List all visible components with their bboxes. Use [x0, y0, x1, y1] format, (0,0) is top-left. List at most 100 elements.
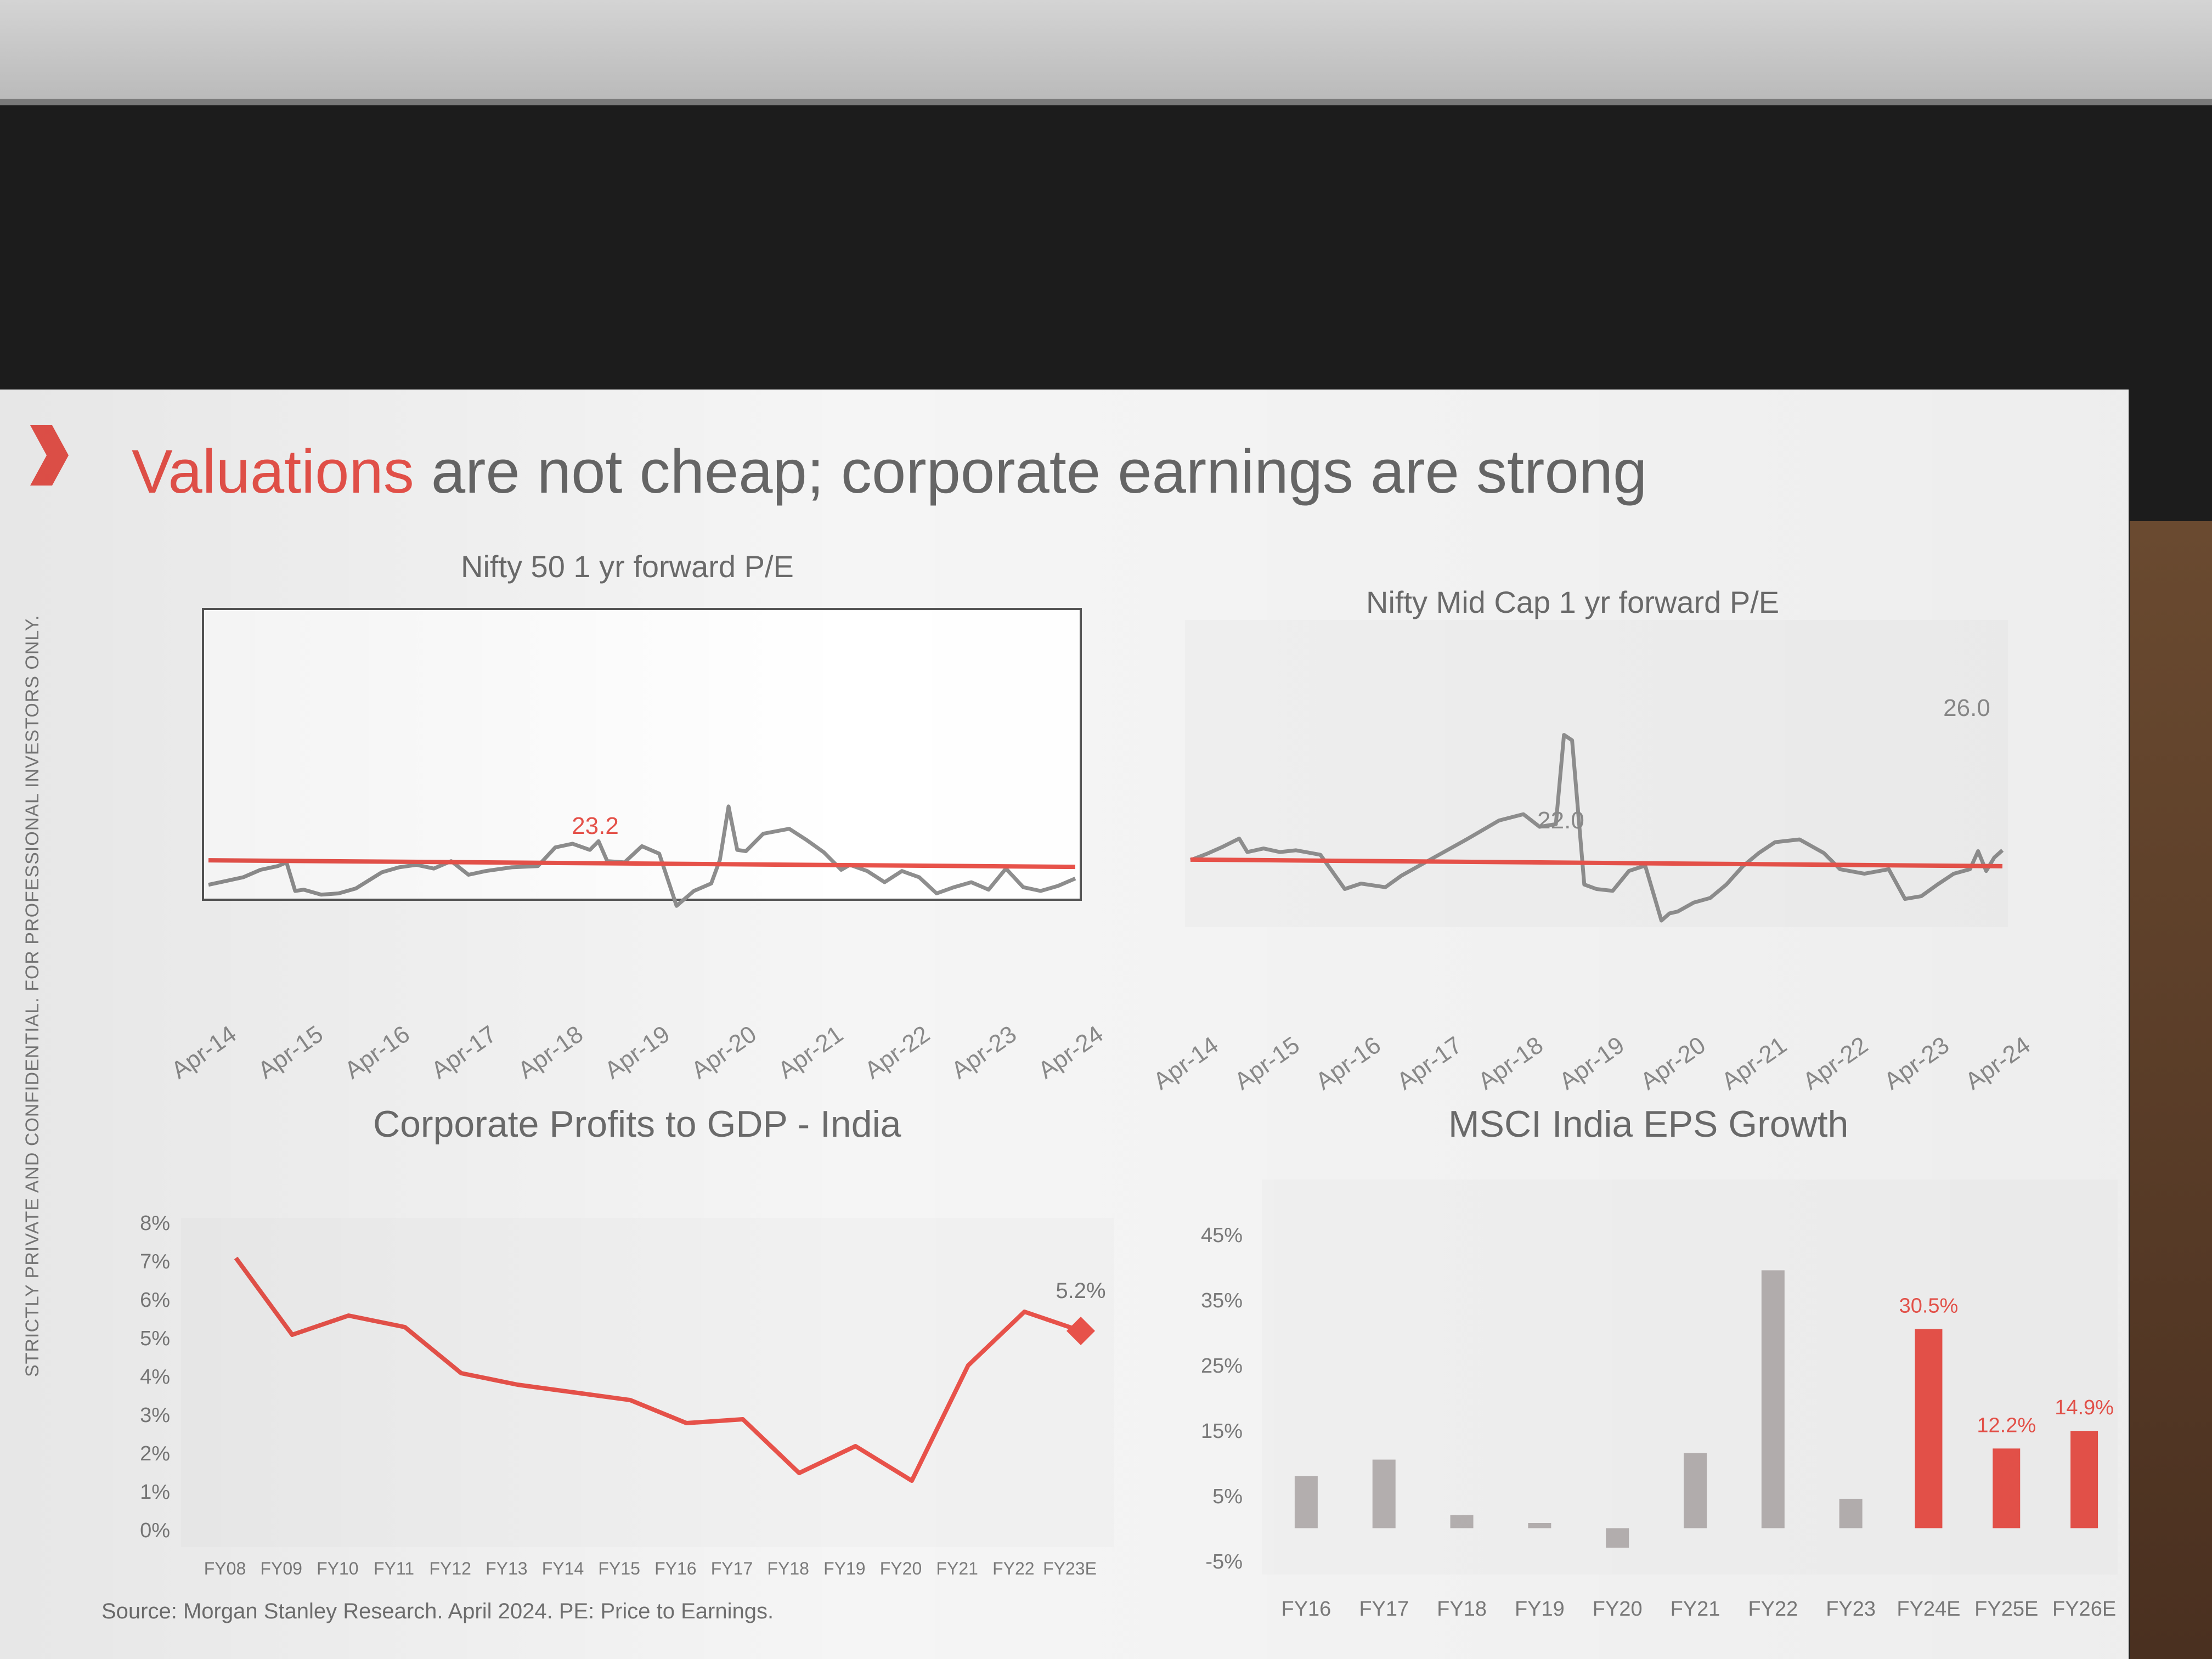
slide-title-accent: Valuations — [132, 437, 414, 506]
x-tick-label: FY22 — [1748, 1598, 1798, 1621]
x-tick-label: FY20 — [880, 1559, 922, 1578]
y-tick-label: 5% — [140, 1327, 170, 1350]
bar — [1993, 1448, 2021, 1528]
x-tick-label: FY20 — [1593, 1598, 1643, 1621]
bar — [1450, 1515, 1474, 1528]
x-tick-label: FY10 — [317, 1559, 358, 1578]
x-tick-label: Apr-17 — [1392, 1031, 1467, 1095]
chart-corporate-profits-gdp: 0% 1% 2% 3% 4% 5% 6% 7% 8% FY08 FY09 FY10 FY11 FY12 FY… — [140, 1212, 1114, 1578]
x-tick-label: FY24E — [1897, 1598, 1960, 1621]
y-tick-label: 1% — [140, 1481, 170, 1504]
x-tick-label: Apr-16 — [340, 1020, 415, 1084]
y-tick-label: 6% — [140, 1289, 170, 1312]
source-note: Source: Morgan Stanley Research. April 2… — [101, 1599, 774, 1623]
last-point-marker — [1066, 1317, 1095, 1345]
x-tick-label: FY21 — [1671, 1598, 1720, 1621]
x-tick-label: FY23E — [1043, 1559, 1097, 1578]
profits-series-line — [234, 1256, 1082, 1483]
x-tick-label: FY14 — [542, 1559, 584, 1578]
x-tick-label: Apr-21 — [774, 1020, 848, 1084]
data-label: 12.2% — [1977, 1414, 2036, 1437]
x-tick-label: FY12 — [429, 1559, 471, 1578]
chart-title-midcap: Nifty Mid Cap 1 yr forward P/E — [1366, 585, 1780, 619]
x-tick-label: Apr-15 — [1230, 1031, 1305, 1095]
x-tick-label: FY19 — [1515, 1598, 1565, 1621]
x-tick-label: Apr-24 — [1961, 1031, 2035, 1095]
y-tick-label: 7% — [140, 1250, 170, 1273]
x-tick-label: Apr-16 — [1311, 1031, 1386, 1095]
x-tick-label: Apr-19 — [1555, 1031, 1629, 1095]
x-tick-label: Apr-17 — [427, 1020, 501, 1084]
bar — [1528, 1522, 1551, 1528]
x-tick-label: Apr-23 — [1880, 1031, 1954, 1095]
brand-chevron-icon — [30, 425, 69, 486]
x-tick-label: FY21 — [936, 1559, 978, 1578]
wall-right — [2130, 521, 2212, 1659]
average-line — [208, 858, 1076, 870]
data-label: 14.9% — [2055, 1396, 2114, 1419]
x-tick-label: FY08 — [204, 1559, 246, 1578]
chart-nifty50-pe: Apr-14 Apr-15 Apr-16 Apr-17 Apr-18 Apr-19 Apr-… — [167, 608, 1108, 1084]
x-tick-label: FY18 — [1437, 1598, 1487, 1621]
plot-area — [1185, 620, 2008, 927]
x-tick-label: Apr-18 — [1474, 1031, 1548, 1095]
x-tick-label: FY19 — [823, 1559, 865, 1578]
bar — [1372, 1459, 1396, 1528]
y-tick-label: 45% — [1201, 1224, 1243, 1247]
chart-title-eps-growth: MSCI India EPS Growth — [1448, 1103, 1849, 1145]
slide-title-rest: are not cheap; corporate earnings are st… — [414, 437, 1647, 506]
x-tick-label: Apr-14 — [1149, 1031, 1223, 1095]
bar — [1294, 1476, 1318, 1528]
y-tick-label: 0% — [140, 1519, 170, 1542]
x-tick-label: Apr-18 — [514, 1020, 588, 1084]
chart-title-corporate-profits: Corporate Profits to GDP - India — [373, 1103, 901, 1145]
x-tick-label: FY16 — [1281, 1598, 1331, 1621]
x-tick-label: FY15 — [598, 1559, 640, 1578]
y-tick-label: 2% — [140, 1442, 170, 1465]
y-tick-label: 35% — [1201, 1289, 1243, 1312]
data-label: 30.5% — [1899, 1295, 1959, 1318]
bar — [1915, 1329, 1943, 1528]
data-label: 5.2% — [1056, 1279, 1105, 1303]
bar — [1839, 1498, 1863, 1528]
x-tick-label: FY17 — [711, 1559, 753, 1578]
y-tick-label: 3% — [140, 1404, 170, 1427]
bar — [1761, 1270, 1785, 1528]
y-tick-label: 4% — [140, 1365, 170, 1389]
x-tick-label: Apr-22 — [860, 1020, 935, 1084]
x-tick-label: FY26E — [2052, 1598, 2116, 1621]
chart-title-nifty50: Nifty 50 1 yr forward P/E — [461, 549, 794, 584]
pe-series-line — [208, 804, 1076, 908]
bar — [2070, 1431, 2098, 1528]
data-label: 23.2 — [572, 812, 619, 839]
x-tick-label: Apr-22 — [1798, 1031, 1873, 1095]
x-tick-label: Apr-21 — [1717, 1031, 1792, 1095]
x-tick-label: Apr-20 — [687, 1020, 761, 1084]
chart-msci-eps-growth: -5% 5% 15% 25% 35% 45% FY16 FY17 FY18 FY19 FY20 FY2… — [1201, 1180, 2118, 1621]
y-tick-label: 15% — [1201, 1420, 1243, 1443]
data-label: 26.0 — [1943, 695, 1990, 721]
x-tick-label: FY23 — [1826, 1598, 1876, 1621]
y-tick-label: 8% — [140, 1212, 170, 1235]
x-tick-label: Apr-23 — [947, 1020, 1022, 1084]
x-tick-label: FY25E — [1974, 1598, 2038, 1621]
bar — [1684, 1453, 1707, 1528]
x-tick-label: FY13 — [486, 1559, 527, 1578]
x-tick-label: Apr-20 — [1636, 1031, 1711, 1095]
x-tick-label: FY18 — [767, 1559, 809, 1578]
projection-screen: STRICTLY PRIVATE AND CONFIDENTIAL. FOR P… — [0, 390, 2129, 1659]
chart-midcap-pe: Apr-14 Apr-15 Apr-16 Apr-17 Apr-18 Apr-19 Apr-… — [1149, 620, 2035, 1095]
y-tick-label: 25% — [1201, 1355, 1243, 1378]
average-line — [1190, 857, 2003, 868]
x-tick-label: FY11 — [374, 1559, 414, 1578]
slide-title: Valuations are not cheap; corporate earn… — [132, 436, 1647, 507]
plot-area — [181, 1218, 1114, 1547]
data-label: 22.0 — [1537, 807, 1584, 834]
x-tick-label: Apr-14 — [167, 1020, 241, 1084]
bar — [1606, 1528, 1629, 1548]
x-tick-label: Apr-19 — [600, 1020, 675, 1084]
x-tick-label: FY09 — [260, 1559, 302, 1578]
x-tick-label: FY16 — [654, 1559, 696, 1578]
ceiling-edge — [0, 99, 2212, 105]
y-tick-label: -5% — [1205, 1550, 1243, 1573]
